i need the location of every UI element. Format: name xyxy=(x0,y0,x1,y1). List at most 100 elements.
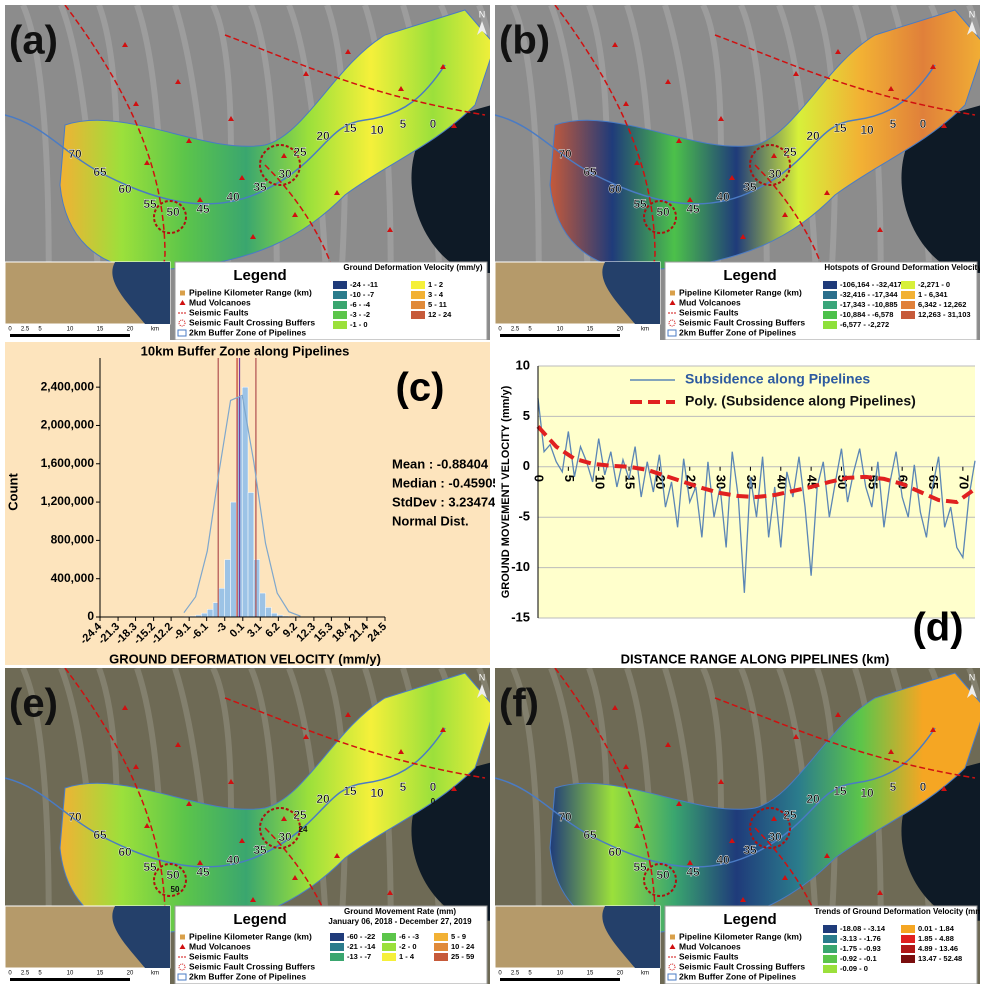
class-swatch xyxy=(333,291,347,299)
scale-label: km xyxy=(641,327,649,333)
chart-title: 10km Buffer Zone along Pipelines xyxy=(141,343,350,358)
y-tick-label: 1,200,000 xyxy=(41,494,95,508)
legend-item: Mud Volcanoes xyxy=(189,941,251,951)
legend-item: Seismic Fault Crossing Buffers xyxy=(189,961,315,971)
km-label: 45 xyxy=(686,202,700,216)
class-label: -3 - -2 xyxy=(350,310,370,319)
scale-label: km xyxy=(151,327,159,333)
class-swatch xyxy=(411,311,425,319)
y-tick-label: 2,400,000 xyxy=(41,379,95,393)
km-label: 35 xyxy=(253,843,267,857)
km-label: 50 xyxy=(656,868,670,882)
y-tick-label: 800,000 xyxy=(51,533,95,547)
x-tick-label: 10 xyxy=(592,475,607,489)
km-label: 70 xyxy=(68,147,82,161)
class-swatch xyxy=(434,953,448,961)
figure: 7065605550454035302520151050(a)N02.55101… xyxy=(0,0,981,984)
y-tick-label: 0 xyxy=(87,609,94,623)
km-label: 50 xyxy=(656,205,670,219)
km-label: 60 xyxy=(118,182,132,196)
class-swatch xyxy=(901,935,915,943)
scale-label: 10 xyxy=(557,971,564,977)
y-tick-label: -15 xyxy=(511,609,530,624)
km-label: 50 xyxy=(166,868,180,882)
class-label: -13 - -7 xyxy=(347,952,371,961)
km-label: 70 xyxy=(558,810,572,824)
y-tick-label: -10 xyxy=(511,559,530,574)
km-label: 35 xyxy=(743,843,757,857)
legend-item: Pipeline Kilometer Range (km) xyxy=(679,287,802,297)
class-swatch xyxy=(901,925,915,933)
panel-label: (b) xyxy=(499,19,550,63)
histogram-bar xyxy=(207,609,213,617)
km-label: 25 xyxy=(293,808,307,822)
class-label: 25 - 59 xyxy=(451,952,474,961)
class-label: 1 - 4 xyxy=(399,952,415,961)
legend-icon xyxy=(180,935,185,940)
legend-item: Pipeline Kilometer Range (km) xyxy=(189,931,312,941)
scale-label: 20 xyxy=(127,327,134,333)
class-label: -6 - -4 xyxy=(350,300,371,309)
legend-item: Seismic Fault Crossing Buffers xyxy=(679,961,805,971)
class-swatch xyxy=(333,321,347,329)
class-label: -6 - -3 xyxy=(399,932,419,941)
class-label: 1 - 6,341 xyxy=(918,290,948,299)
scale-box xyxy=(495,968,660,984)
panel-label: (a) xyxy=(9,19,58,63)
legend-title: Legend xyxy=(233,267,286,284)
x-tick-label: 40 xyxy=(774,475,789,489)
scale-label: km xyxy=(151,971,159,977)
km-label: 30 xyxy=(278,167,292,181)
legend-icon xyxy=(670,291,675,296)
y-tick-label: 5 xyxy=(523,408,530,423)
annotation: StdDev : 3.23474 xyxy=(392,494,496,509)
class-label: 4.89 - 13.46 xyxy=(918,944,958,953)
y-tick-label: 1,600,000 xyxy=(41,456,95,470)
legend-item: Mud Volcanoes xyxy=(189,297,251,307)
class-swatch xyxy=(411,281,425,289)
class-label: 12,263 - 31,103 xyxy=(918,310,971,319)
km-label: 5 xyxy=(400,780,407,794)
map-panel: 706560555045403530252015105050240(e)N02.… xyxy=(0,668,505,984)
legend-label: Poly. (Subsidence along Pipelines) xyxy=(685,393,916,409)
class-swatch xyxy=(382,943,396,951)
map-panel: 7065605550454035302520151050(a)N02.55101… xyxy=(0,5,505,340)
scale-label: 15 xyxy=(97,971,104,977)
km-label: 65 xyxy=(583,165,597,179)
class-swatch xyxy=(330,943,344,951)
km-label-small: 0 xyxy=(431,797,436,806)
legend-label: Subsidence along Pipelines xyxy=(685,371,870,387)
scale-label: 15 xyxy=(587,327,594,333)
panel-label: (f) xyxy=(499,682,539,726)
scale-box xyxy=(5,968,170,984)
class-swatch xyxy=(823,321,837,329)
terrain-ridge xyxy=(0,668,3,984)
class-label: -106,164 - -32,417 xyxy=(840,280,902,289)
km-label: 15 xyxy=(833,121,847,135)
km-label-small: 24 xyxy=(299,825,308,834)
scale-label: 20 xyxy=(617,327,624,333)
legend-item: Pipeline Kilometer Range (km) xyxy=(679,931,802,941)
km-label: 70 xyxy=(68,810,82,824)
scale-bar xyxy=(500,978,620,981)
km-label: 40 xyxy=(716,190,730,204)
x-tick-label: 70 xyxy=(956,475,971,489)
km-label: 0 xyxy=(430,780,437,794)
class-swatch xyxy=(434,943,448,951)
class-swatch xyxy=(330,953,344,961)
y-tick-label: -5 xyxy=(518,509,530,524)
y-tick-label: 2,000,000 xyxy=(41,418,95,432)
class-swatch xyxy=(901,301,915,309)
scale-bar xyxy=(500,334,620,337)
class-label: 6,342 - 12,262 xyxy=(918,300,966,309)
km-label: 60 xyxy=(608,845,622,859)
legend-icon xyxy=(180,291,185,296)
legend-item: 2km Buffer Zone of Pipelines xyxy=(189,327,306,337)
km-label: 10 xyxy=(370,786,384,800)
y-axis-label: GROUND MOVEMENT VELOCITY (mm/y) xyxy=(500,385,512,598)
histogram-bar xyxy=(201,613,207,617)
class-label: 5 - 11 xyxy=(428,300,447,309)
scale-label: 2.5 xyxy=(511,971,520,977)
histogram-bar xyxy=(219,588,225,617)
km-label: 20 xyxy=(316,792,330,806)
